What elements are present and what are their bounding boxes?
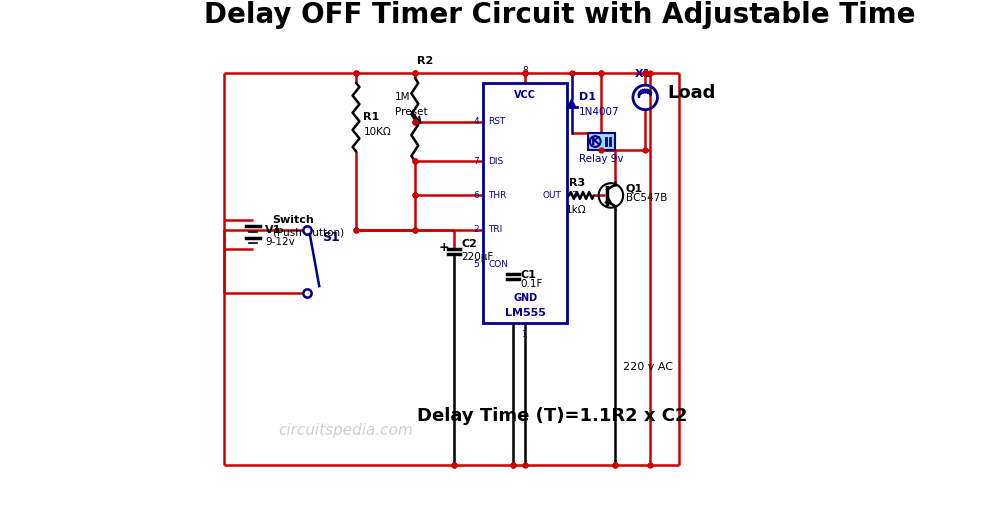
Text: Switch: Switch [273,215,314,225]
Text: 1kΩ: 1kΩ [566,205,587,215]
Text: Preset: Preset [395,107,427,117]
FancyBboxPatch shape [484,83,566,323]
Text: OUT: OUT [543,191,561,200]
Text: Delay OFF Timer Circuit with Adjustable Time: Delay OFF Timer Circuit with Adjustable … [204,2,915,29]
Text: GND: GND [513,293,537,303]
Text: THR: THR [488,191,507,200]
Text: TRI: TRI [488,225,503,234]
Text: 220 v AC: 220 v AC [623,362,672,372]
Text: 1M: 1M [395,92,410,102]
Text: 5: 5 [473,260,479,269]
Text: C1: C1 [520,270,536,280]
Text: 4: 4 [474,118,479,126]
Text: VCC: VCC [514,90,536,100]
Text: 1: 1 [522,330,528,339]
Polygon shape [568,99,576,106]
Text: CON: CON [488,260,508,269]
Text: 2: 2 [474,225,479,234]
Text: 1N4007: 1N4007 [579,107,620,117]
Text: 8: 8 [522,66,528,76]
Text: (Push Button): (Push Button) [273,227,344,237]
Text: Relay 9v: Relay 9v [579,154,623,164]
Text: X1: X1 [635,69,651,79]
Text: LM555: LM555 [505,308,545,318]
Text: Delay Time (T)=1.1R2 x C2: Delay Time (T)=1.1R2 x C2 [417,407,687,425]
Text: R2: R2 [417,56,433,65]
Text: 0.1F: 0.1F [520,279,542,288]
Text: RST: RST [488,118,506,126]
Text: D1: D1 [579,92,596,102]
Text: 6: 6 [473,191,479,200]
Text: 7: 7 [473,157,479,166]
Text: BC547B: BC547B [626,193,667,203]
Text: 10KΩ: 10KΩ [363,127,391,137]
FancyBboxPatch shape [588,133,615,150]
Text: circuitspedia.com: circuitspedia.com [279,423,413,438]
Text: 3: 3 [572,191,577,200]
Text: S1: S1 [322,231,340,243]
Text: 220μF: 220μF [462,251,494,262]
Text: V1: V1 [265,225,281,235]
Text: Load: Load [667,84,716,101]
Text: 9-12v: 9-12v [265,237,295,247]
Text: K: K [591,135,600,148]
Text: R3: R3 [569,178,585,188]
Text: C2: C2 [462,239,477,249]
Text: +: + [438,241,450,255]
Text: DIS: DIS [488,157,504,166]
Text: Q1: Q1 [626,183,643,193]
Text: R1: R1 [363,112,380,122]
